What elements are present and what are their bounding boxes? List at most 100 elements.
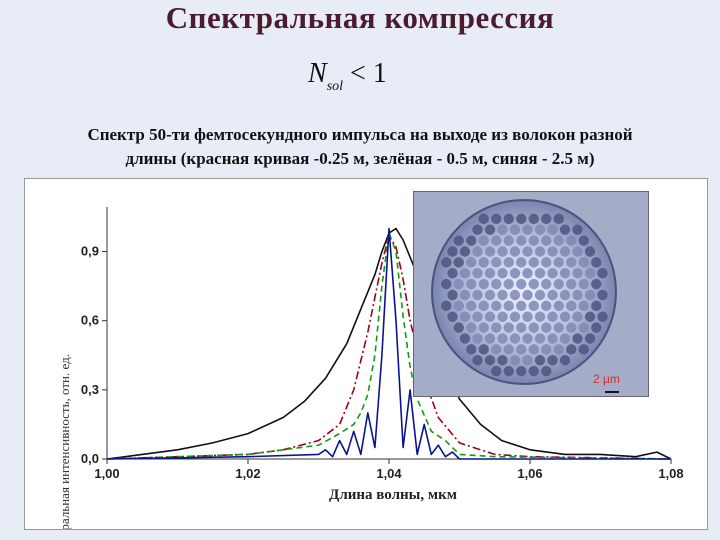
x-tick-label: 1,00 <box>94 466 119 481</box>
fiber-core <box>597 311 608 322</box>
figure-caption: Спектр 50-ти фемтосекундного импульса на… <box>20 123 700 171</box>
fiber-core <box>572 289 583 301</box>
fiber-core <box>509 224 521 235</box>
spectrum-series-3 <box>106 232 672 460</box>
fiber-core <box>534 289 546 301</box>
fiber-core <box>459 333 471 344</box>
fiber-core <box>566 278 577 290</box>
fiber-bundle-graphic <box>414 192 648 396</box>
fiber-core <box>447 311 458 322</box>
fiber-core <box>578 257 589 268</box>
formula-inequality: < 1 <box>343 58 387 89</box>
fiber-core <box>509 311 521 322</box>
fiber-core <box>516 278 527 290</box>
fiber-core <box>503 300 514 312</box>
y-axis-label: Спектральная интенсивность, отн. ед. <box>57 354 72 529</box>
fiber-core <box>559 289 571 301</box>
fiber-core <box>497 268 508 279</box>
fiber-core <box>534 268 546 279</box>
fiber-core <box>466 278 477 290</box>
fiber-core <box>466 235 477 246</box>
fiber-core <box>566 300 577 312</box>
fiber-core <box>559 355 571 366</box>
fiber-cross-section-image <box>413 191 649 397</box>
fiber-core <box>453 322 464 333</box>
fiber-core <box>516 344 527 355</box>
fiber-core <box>572 311 583 322</box>
fiber-core <box>491 344 502 355</box>
fiber-core <box>541 278 552 290</box>
fiber-core <box>559 333 571 344</box>
fiber-core <box>516 213 527 225</box>
fiber-core <box>591 300 602 312</box>
fiber-core <box>522 268 533 279</box>
x-tick-label: 1,02 <box>235 466 260 481</box>
fiber-core <box>534 355 546 366</box>
fiber-core <box>484 268 496 279</box>
fiber-core <box>559 311 571 322</box>
fiber-core <box>559 224 571 235</box>
caption-line-1: Спектр 50-ти фемтосекундного импульса на… <box>87 125 633 144</box>
fiber-core <box>453 235 464 246</box>
fiber-core <box>528 344 539 355</box>
fiber-core <box>472 333 483 344</box>
fiber-core <box>491 235 502 246</box>
fiber-core <box>578 278 589 290</box>
fiber-core <box>572 333 583 344</box>
fiber-core <box>484 224 496 235</box>
fiber-core <box>534 333 546 344</box>
fiber-core <box>466 322 477 333</box>
fiber-core <box>522 311 533 322</box>
fiber-core <box>541 213 552 225</box>
fiber-core <box>459 311 471 322</box>
fiber-core <box>528 257 539 268</box>
fiber-core <box>516 257 527 268</box>
fiber-core <box>578 322 589 333</box>
fiber-core <box>541 257 552 268</box>
fiber-core <box>547 333 558 344</box>
fiber-core <box>441 257 452 268</box>
fiber-core <box>447 289 458 301</box>
fiber-core <box>547 268 558 279</box>
fiber-core <box>503 344 514 355</box>
fiber-core <box>509 268 521 279</box>
fiber-core <box>491 365 502 377</box>
fiber-core <box>453 300 464 312</box>
fiber-core <box>453 278 464 290</box>
spectrum-chart: 1,00 1,02 1,04 1,06 1,08 0,0 0,3 0,6 0,9 Длина в… <box>57 207 684 529</box>
fiber-core <box>547 311 558 322</box>
fiber-core <box>478 322 489 333</box>
fiber-core <box>572 246 583 257</box>
fiber-core <box>484 333 496 344</box>
formula-symbol: N <box>308 58 327 89</box>
x-tick-label: 1,08 <box>658 466 683 481</box>
fiber-core <box>503 365 514 377</box>
spectrum-series-1 <box>106 227 672 460</box>
fiber-core <box>597 289 608 301</box>
fiber-core <box>497 246 508 257</box>
fiber-core <box>491 300 502 312</box>
fiber-core <box>591 257 602 268</box>
fiber-core <box>584 268 596 279</box>
fiber-core <box>453 257 464 268</box>
fiber-core <box>528 300 539 312</box>
fiber-core <box>541 322 552 333</box>
fiber-core <box>534 311 546 322</box>
ticks-layer: 1,00 1,02 1,04 1,06 1,08 0,0 0,3 0,6 0,9 <box>81 244 684 481</box>
fiber-core <box>528 365 539 377</box>
scale-bar-label: 2 µm <box>593 372 620 386</box>
caption-line-2: длины (красная кривая -0.25 м, зелёная -… <box>125 149 595 168</box>
fiber-core <box>497 289 508 301</box>
fiber-core <box>584 246 596 257</box>
fiber-core <box>584 333 596 344</box>
fiber-core <box>547 246 558 257</box>
fiber-core <box>516 322 527 333</box>
fiber-core <box>541 300 552 312</box>
fiber-core <box>566 322 577 333</box>
fiber-core <box>503 257 514 268</box>
fiber-core <box>509 355 521 366</box>
fiber-core <box>509 333 521 344</box>
fiber-core <box>553 344 564 355</box>
y-tick-label: 0,3 <box>81 382 99 397</box>
fiber-core <box>566 344 577 355</box>
